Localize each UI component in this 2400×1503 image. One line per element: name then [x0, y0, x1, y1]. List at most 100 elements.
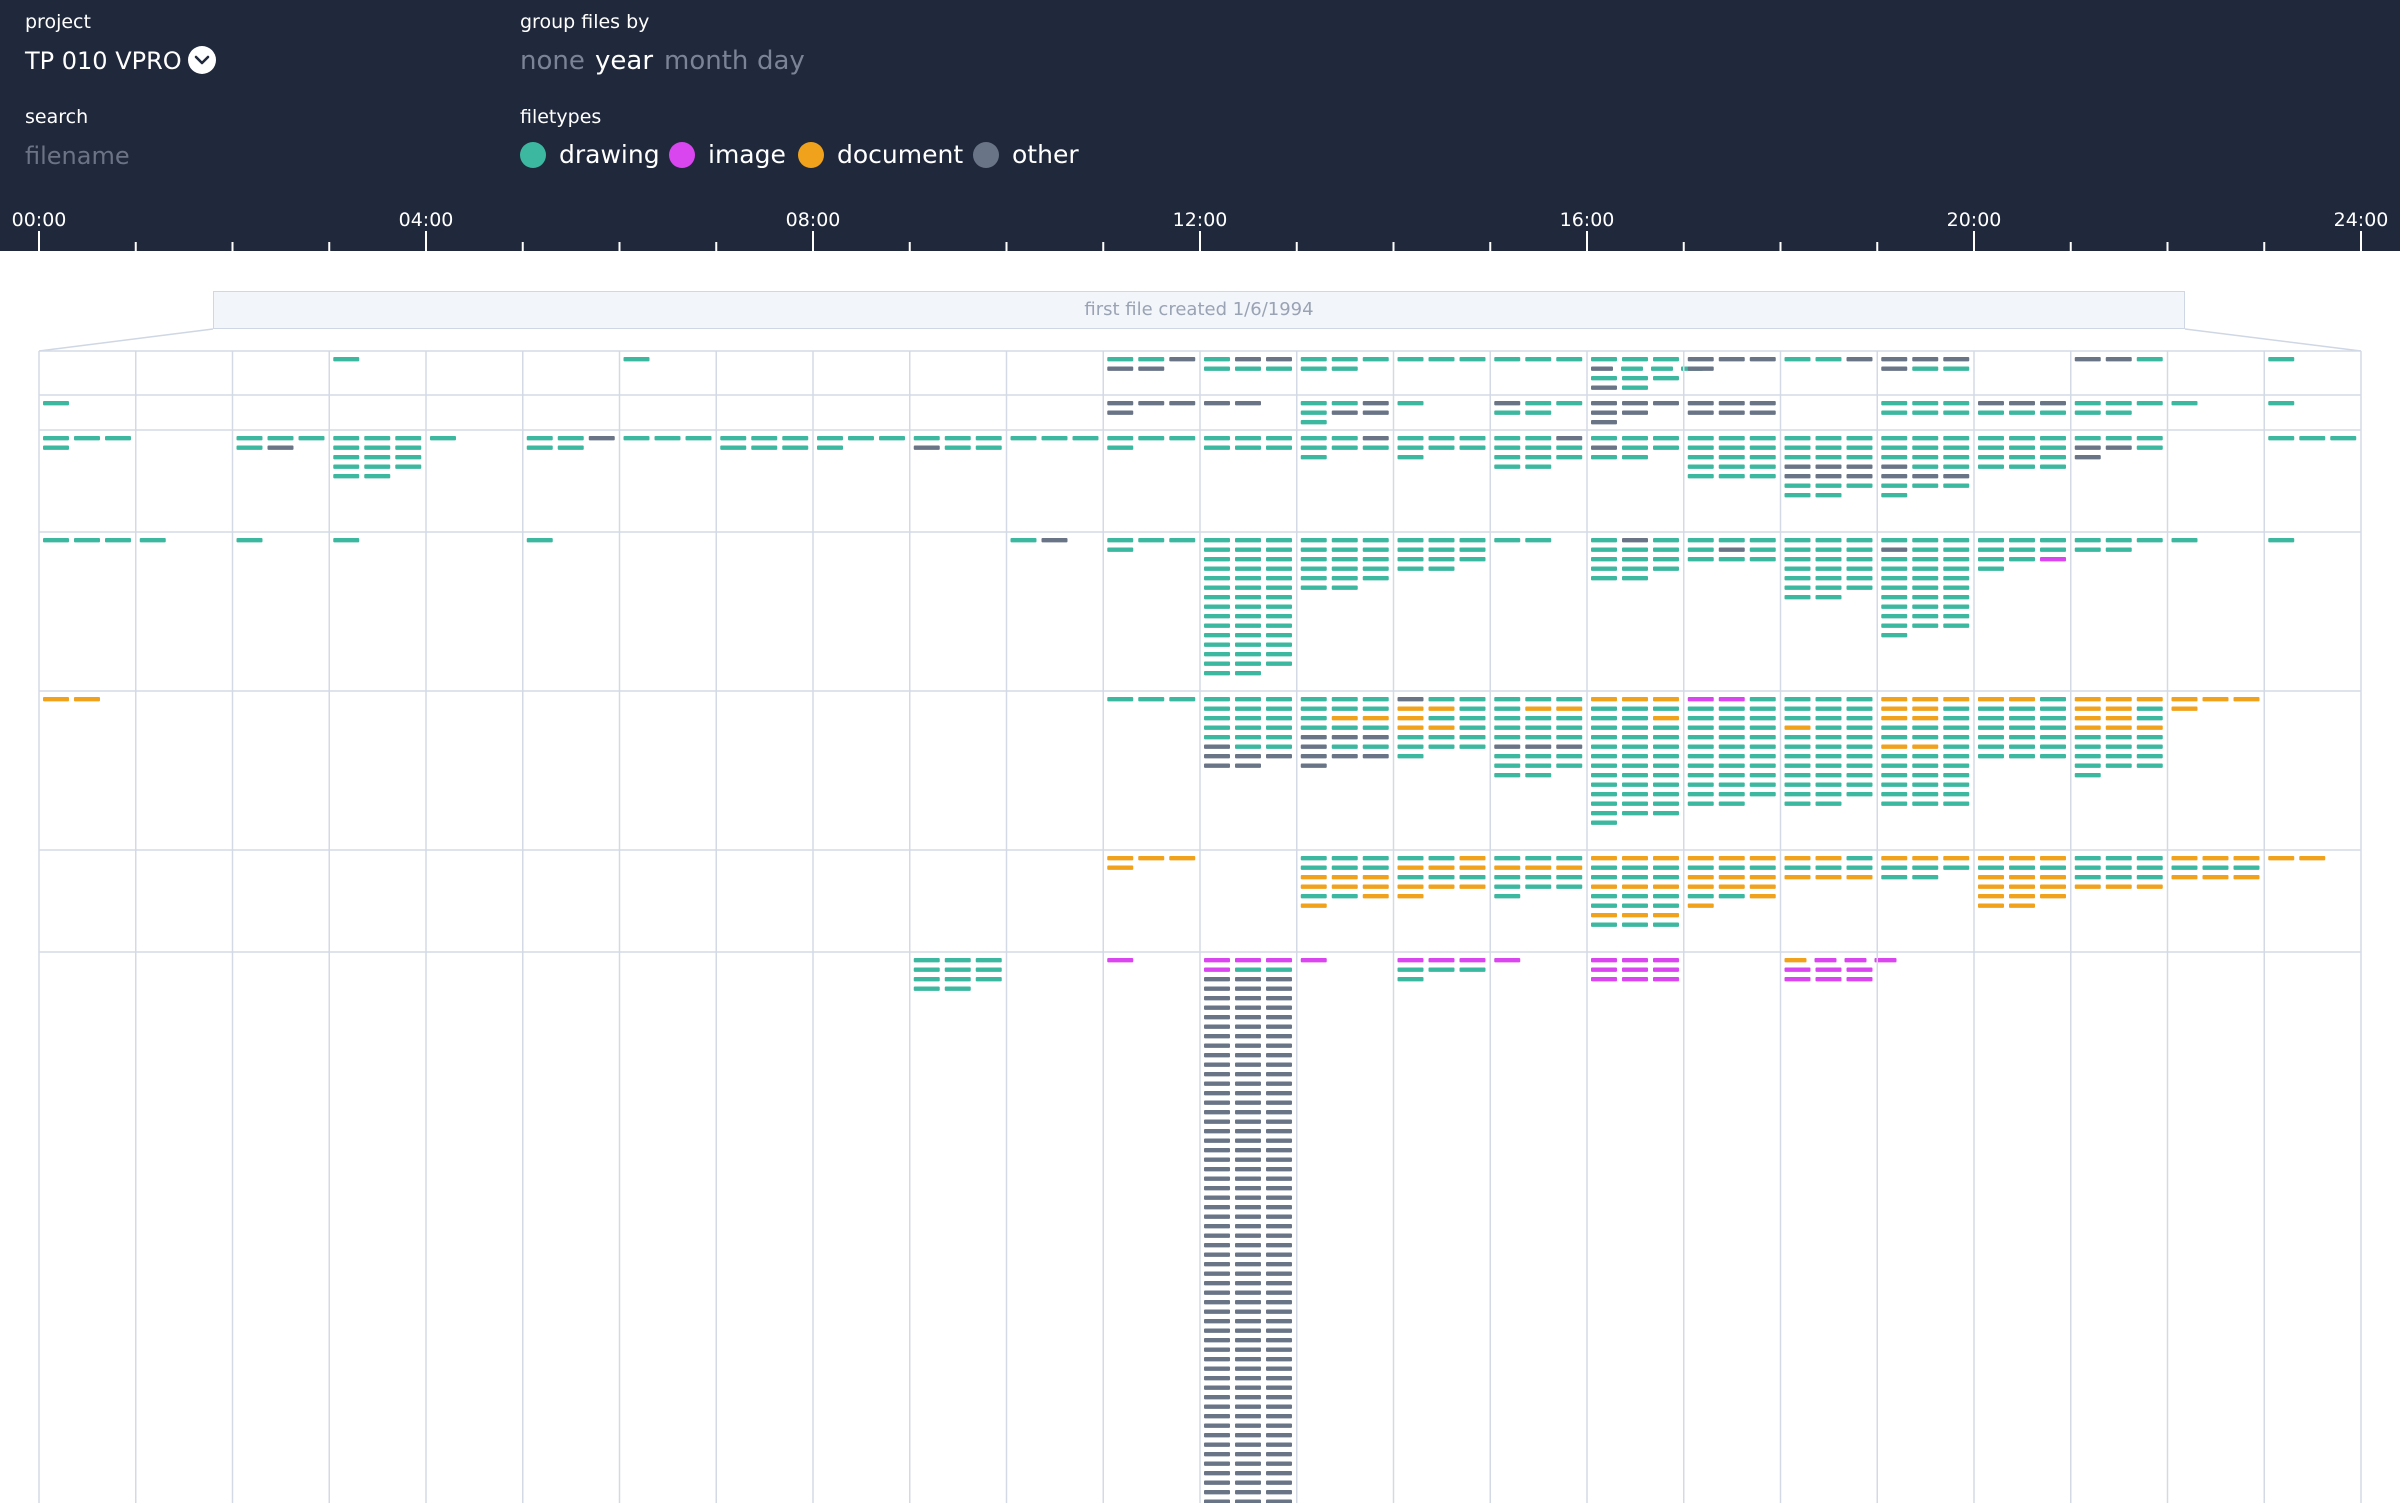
- file-bar[interactable]: [1494, 744, 1521, 749]
- file-bar[interactable]: [2136, 744, 2163, 749]
- file-bar[interactable]: [1331, 744, 1358, 749]
- file-bar[interactable]: [1846, 725, 1873, 730]
- file-bar[interactable]: [1591, 547, 1617, 552]
- file-bar[interactable]: [1525, 865, 1552, 870]
- file-bar[interactable]: [2009, 538, 2035, 543]
- file-bar[interactable]: [1300, 420, 1327, 425]
- file-bar[interactable]: [1494, 884, 1521, 889]
- file-bar[interactable]: [1204, 1110, 1230, 1115]
- file-bar[interactable]: [2040, 436, 2066, 441]
- file-bar[interactable]: [1362, 875, 1389, 880]
- file-bar[interactable]: [1556, 754, 1583, 759]
- file-bar[interactable]: [1815, 436, 1842, 441]
- file-bar[interactable]: [1556, 697, 1583, 702]
- file-bar[interactable]: [1718, 792, 1745, 797]
- file-bar[interactable]: [1204, 436, 1230, 441]
- file-bar[interactable]: [1266, 1442, 1292, 1447]
- file-bar[interactable]: [1525, 706, 1552, 711]
- file-bar[interactable]: [1362, 557, 1389, 562]
- file-bar[interactable]: [1749, 744, 1776, 749]
- file-bar[interactable]: [1687, 763, 1714, 768]
- file-bar[interactable]: [1591, 913, 1617, 918]
- file-bar[interactable]: [1204, 1480, 1230, 1485]
- file-bar[interactable]: [1718, 725, 1745, 730]
- file-bar[interactable]: [1397, 894, 1424, 899]
- file-bar[interactable]: [1235, 958, 1261, 963]
- file-bar[interactable]: [1204, 595, 1230, 600]
- file-bar[interactable]: [1687, 801, 1714, 806]
- file-bar[interactable]: [1266, 1281, 1292, 1286]
- file-bar[interactable]: [588, 436, 615, 441]
- file-bar[interactable]: [1591, 744, 1617, 749]
- file-bar[interactable]: [1912, 792, 1939, 797]
- file-bar[interactable]: [1494, 716, 1521, 721]
- file-bar[interactable]: [1362, 856, 1389, 861]
- file-bar[interactable]: [1912, 763, 1939, 768]
- file-bar[interactable]: [1235, 1423, 1261, 1428]
- file-bar[interactable]: [1591, 967, 1617, 972]
- file-bar[interactable]: [1912, 557, 1939, 562]
- file-bar[interactable]: [1912, 856, 1939, 861]
- file-bar[interactable]: [2171, 538, 2198, 543]
- file-bar[interactable]: [1235, 1024, 1261, 1029]
- file-bar[interactable]: [1204, 977, 1230, 982]
- file-bar[interactable]: [1591, 357, 1617, 362]
- file-bar[interactable]: [1494, 697, 1521, 702]
- file-bar[interactable]: [1784, 865, 1811, 870]
- file-bar[interactable]: [1749, 697, 1776, 702]
- file-bar[interactable]: [1749, 445, 1776, 450]
- file-bar[interactable]: [1525, 464, 1552, 469]
- file-bar[interactable]: [1204, 1043, 1230, 1048]
- file-bar[interactable]: [1815, 483, 1842, 488]
- file-bar[interactable]: [1235, 1461, 1261, 1466]
- file-bar[interactable]: [1814, 958, 1837, 963]
- file-bar[interactable]: [1331, 865, 1358, 870]
- file-bar[interactable]: [1943, 445, 1970, 450]
- file-bar[interactable]: [139, 538, 166, 543]
- file-bar[interactable]: [1428, 725, 1455, 730]
- file-bar[interactable]: [1912, 801, 1939, 806]
- file-bar[interactable]: [395, 455, 422, 460]
- file-bar[interactable]: [1653, 894, 1679, 899]
- file-bar[interactable]: [1622, 385, 1648, 390]
- file-bar[interactable]: [1622, 716, 1648, 721]
- file-bar[interactable]: [1235, 1100, 1261, 1105]
- file-bar[interactable]: [1622, 706, 1648, 711]
- file-bar[interactable]: [2040, 557, 2066, 562]
- file-bar[interactable]: [2040, 856, 2066, 861]
- file-bar[interactable]: [1169, 538, 1196, 543]
- file-bar[interactable]: [1591, 566, 1617, 571]
- file-bar[interactable]: [1266, 1300, 1292, 1305]
- file-bar[interactable]: [1204, 1233, 1230, 1238]
- file-bar[interactable]: [2074, 538, 2101, 543]
- file-bar[interactable]: [1072, 436, 1099, 441]
- file-bar[interactable]: [1687, 716, 1714, 721]
- file-bar[interactable]: [2105, 445, 2132, 450]
- file-bar[interactable]: [1235, 1110, 1261, 1115]
- file-bar[interactable]: [1362, 436, 1389, 441]
- file-bar[interactable]: [1653, 856, 1679, 861]
- file-bar[interactable]: [1784, 706, 1811, 711]
- file-bar[interactable]: [1266, 1480, 1292, 1485]
- file-bar[interactable]: [1846, 436, 1873, 441]
- file-bar[interactable]: [1943, 576, 1970, 581]
- file-bar[interactable]: [1718, 801, 1745, 806]
- file-bar[interactable]: [2105, 875, 2132, 880]
- file-bar[interactable]: [1591, 773, 1617, 778]
- file-bar[interactable]: [1591, 801, 1617, 806]
- file-bar[interactable]: [1881, 716, 1908, 721]
- file-bar[interactable]: [1235, 763, 1261, 768]
- file-bar[interactable]: [2202, 856, 2229, 861]
- file-bar[interactable]: [1235, 445, 1261, 450]
- file-bar[interactable]: [1010, 436, 1037, 441]
- file-bar[interactable]: [2105, 697, 2132, 702]
- file-bar[interactable]: [2040, 706, 2066, 711]
- file-bar[interactable]: [1846, 967, 1873, 972]
- file-bar[interactable]: [1204, 1091, 1230, 1096]
- file-bar[interactable]: [1300, 366, 1327, 371]
- file-bar[interactable]: [2040, 744, 2066, 749]
- file-bar[interactable]: [1397, 754, 1424, 759]
- file-bar[interactable]: [1622, 903, 1648, 908]
- file-bar[interactable]: [1912, 436, 1939, 441]
- file-bar[interactable]: [1266, 357, 1292, 362]
